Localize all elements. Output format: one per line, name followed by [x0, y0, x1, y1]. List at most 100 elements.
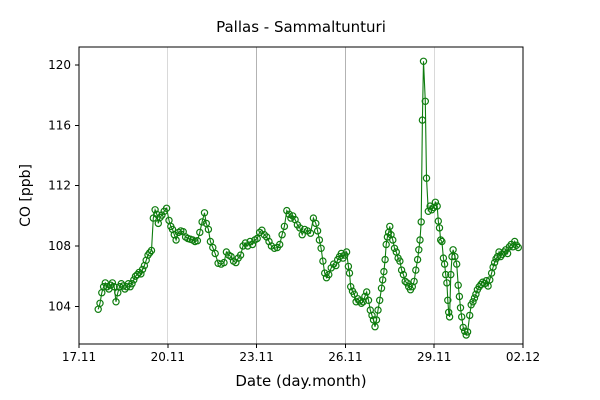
data-point [347, 283, 355, 291]
data-point [200, 209, 209, 217]
data-point [138, 265, 147, 274]
data-point [253, 234, 261, 243]
data-point [321, 269, 329, 277]
data-point [466, 311, 474, 320]
data-point [421, 97, 429, 106]
data-point [260, 230, 268, 239]
x-axis-tick-labels: 17.11 20.11 23.11 26.11 29.11 02.12 [62, 350, 540, 364]
data-point [434, 217, 442, 225]
data-point [158, 211, 166, 219]
data-point [390, 244, 399, 252]
data-point [220, 258, 228, 267]
data-point [413, 255, 422, 264]
data-point [448, 252, 456, 261]
data-point [278, 230, 286, 239]
x-axis-label: Date (day.month) [235, 372, 367, 390]
data-point [325, 270, 333, 279]
data-point [445, 313, 454, 321]
data-point [196, 228, 204, 237]
data-point [270, 244, 279, 252]
data-point [454, 281, 462, 289]
data-point [371, 323, 379, 331]
data-point [489, 263, 497, 271]
data-point [470, 294, 479, 302]
data-point [426, 202, 434, 210]
data-point [204, 225, 213, 234]
data-point [380, 267, 388, 276]
x-axis-ticks [78, 344, 524, 348]
data-point [193, 236, 202, 245]
data-point [438, 237, 446, 246]
data-point [490, 258, 499, 267]
data-point [463, 328, 472, 336]
data-point [276, 240, 284, 249]
data-point [500, 248, 508, 256]
data-point [451, 252, 459, 261]
data-point [137, 270, 145, 278]
data-point [419, 57, 428, 66]
data-point [357, 299, 366, 307]
y-tick-label: 116 [48, 118, 71, 132]
data-point [443, 279, 451, 287]
data-point [312, 219, 320, 228]
data-point [389, 236, 397, 244]
data-point [459, 323, 467, 332]
data-point [377, 284, 386, 292]
data-point [289, 212, 297, 220]
data-point [130, 276, 138, 284]
x-tick-label: 26.11 [328, 350, 362, 364]
data-point [415, 246, 423, 254]
data-point [364, 296, 373, 304]
y-axis-ticks [75, 64, 79, 307]
data-point [486, 276, 494, 284]
data-point [456, 304, 465, 312]
data-point [110, 283, 118, 291]
data-point [416, 236, 424, 244]
data-point [211, 249, 219, 258]
data-point [386, 222, 394, 231]
data-point [345, 269, 354, 277]
data-line [97, 61, 519, 337]
gridlines [167, 47, 435, 344]
data-point [381, 255, 389, 264]
data-point [431, 198, 440, 206]
data-point [133, 270, 141, 279]
data-point [445, 308, 453, 316]
data-point [422, 174, 431, 182]
y-axis-label-wrap: CO [ppb] [14, 47, 38, 344]
data-point [512, 241, 521, 249]
data-point [399, 270, 408, 279]
data-point [236, 251, 245, 259]
data-point [363, 288, 371, 296]
data-point [417, 218, 425, 226]
data-point [458, 313, 466, 321]
data-point [503, 249, 512, 258]
data-point [412, 266, 420, 274]
data-point [472, 290, 480, 298]
data-point [319, 257, 327, 265]
data-point [342, 248, 351, 256]
data-point [372, 316, 381, 324]
data-point [306, 229, 315, 237]
data-point [433, 202, 441, 210]
data-point [440, 260, 449, 268]
data-point [477, 280, 485, 289]
data-point [401, 277, 409, 286]
data-point [376, 296, 384, 304]
data-point [315, 236, 324, 244]
data-point [285, 210, 293, 218]
data-point [151, 206, 159, 214]
plot-frame [78, 46, 524, 345]
data-point [396, 257, 404, 265]
data-point [447, 270, 455, 279]
data-point [354, 295, 362, 303]
data-point [511, 237, 519, 246]
data-point [397, 266, 406, 274]
x-tick-label: 29.11 [417, 350, 451, 364]
data-point [162, 204, 171, 212]
y-tick-label: 104 [48, 299, 71, 313]
data-point [280, 222, 289, 231]
data-point [287, 214, 295, 222]
data-point [479, 278, 487, 286]
